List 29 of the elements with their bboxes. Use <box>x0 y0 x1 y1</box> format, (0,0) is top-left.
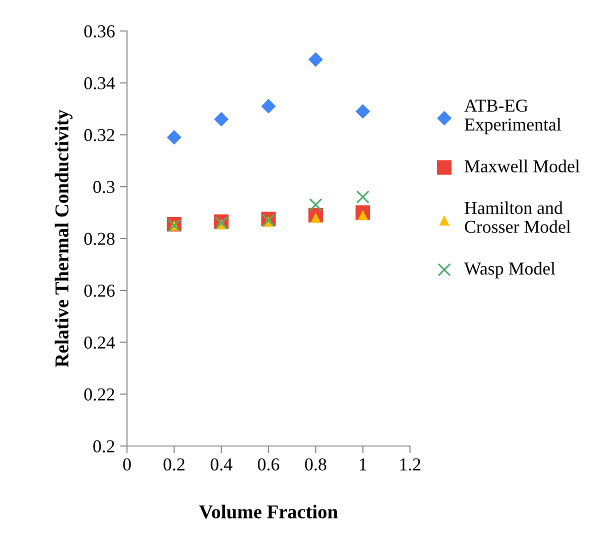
point <box>309 198 322 212</box>
y-axis-title: Relative Thermal Conductivity <box>54 110 72 368</box>
legend-label: Wasp Model <box>464 262 556 278</box>
y-tick-label: 0.26 <box>84 284 115 297</box>
y-tick-label: 0.22 <box>84 388 114 401</box>
point <box>261 98 276 114</box>
y-tick-label: 0.3 <box>93 180 114 194</box>
y-tick-label: 0.34 <box>84 77 115 90</box>
point <box>214 112 229 126</box>
x-tick-label: 1 <box>360 458 366 470</box>
x-tick-label: 1.2 <box>400 458 420 471</box>
x-tick-label: 0.2 <box>164 458 184 471</box>
legend-label: ATB-EG Experimental <box>464 100 562 134</box>
point <box>308 52 323 67</box>
x-tick-label: 0.8 <box>305 458 326 471</box>
x-axis-title: Volume Fraction <box>199 504 338 519</box>
point <box>356 104 370 119</box>
point <box>166 130 182 145</box>
legend-label: Maxwell Model <box>464 160 580 172</box>
x-tick-label: 0.6 <box>258 458 280 471</box>
y-tick-label: 0.28 <box>84 232 115 246</box>
y-tick-label: 0.32 <box>84 129 114 142</box>
legend-label: Hamilton and Crosser Model <box>464 201 571 233</box>
x-tick-label: 0 <box>123 458 131 471</box>
y-tick-label: 0.36 <box>84 25 115 38</box>
y-tick-label: 0.24 <box>84 336 115 349</box>
point <box>356 190 370 204</box>
y-tick-label: 0.2 <box>93 440 114 453</box>
x-tick-label: 0.4 <box>210 458 232 471</box>
